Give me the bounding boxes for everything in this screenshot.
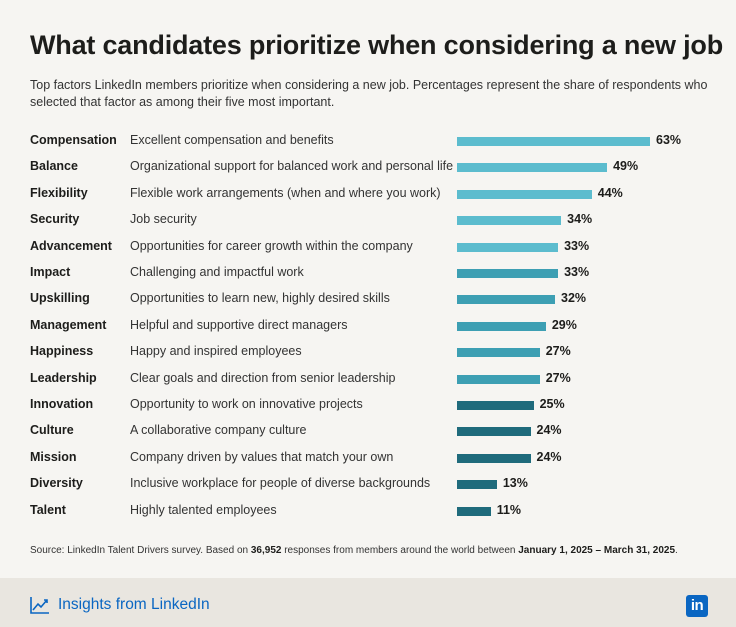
- category-description: Happy and inspired employees: [130, 344, 302, 359]
- value-label: 24%: [536, 449, 562, 464]
- category-description: A collaborative company culture: [130, 423, 307, 438]
- trend-chart-icon: [30, 597, 49, 614]
- category-label: Security: [30, 212, 80, 227]
- value-label: 33%: [564, 265, 590, 279]
- bar: [457, 427, 531, 437]
- bar-chart: Compensation Excellent compensation and b…: [0, 128, 736, 528]
- category-label: Talent: [30, 502, 66, 517]
- category-label: Balance: [30, 159, 78, 174]
- category-label: Advancement: [30, 238, 112, 253]
- chart-row: Security Job security 34%: [0, 207, 736, 233]
- chart-row: Management Helpful and supportive direct …: [0, 313, 736, 339]
- value-label: 32%: [561, 291, 587, 306]
- category-description: Organizational support for balanced work…: [130, 159, 454, 174]
- brand[interactable]: Insights from LinkedIn: [30, 595, 210, 615]
- bar: [457, 453, 531, 463]
- chart-subtitle: Top factors LinkedIn members prioritize …: [30, 78, 708, 109]
- bar: [457, 269, 559, 278]
- source-suffix: .: [675, 545, 678, 556]
- category-description: Inclusive workplace for people of divers…: [130, 476, 431, 491]
- source-note: Source: LinkedIn Talent Drivers survey. …: [30, 545, 678, 556]
- category-description: Challenging and impactful work: [130, 265, 304, 279]
- category-description: Flexible work arrangements (when and whe…: [130, 185, 441, 200]
- value-label: 34%: [567, 212, 593, 227]
- value-label: 29%: [551, 317, 577, 332]
- chart-row: Culture A collaborative company culture 24…: [0, 418, 736, 444]
- category-description: Opportunity to work on innovative projec…: [130, 397, 363, 411]
- category-label: Happiness: [30, 344, 94, 359]
- value-label: 44%: [597, 185, 623, 200]
- source-middle: responses from members around the world …: [281, 545, 519, 556]
- chart-row: Diversity Inclusive workplace for people …: [0, 471, 736, 497]
- chart-row: Innovation Opportunity to work on innovat…: [0, 392, 736, 418]
- category-description: Opportunities to learn new, highly desir…: [130, 291, 390, 306]
- source-count: 36,952: [250, 545, 282, 556]
- category-description: Clear goals and direction from senior le…: [130, 370, 396, 385]
- footer: Insights from LinkedIn in: [0, 578, 736, 627]
- category-label: Mission: [30, 449, 77, 464]
- bar: [457, 216, 562, 226]
- value-label: 33%: [564, 238, 590, 253]
- category-label: Leadership: [30, 370, 97, 385]
- category-label: Diversity: [30, 476, 83, 491]
- category-label: Innovation: [30, 397, 94, 411]
- category-label: Compensation: [30, 133, 117, 147]
- chart-row: Balance Organizational support for balanc…: [0, 154, 736, 180]
- category-description: Highly talented employees: [130, 502, 277, 517]
- bar: [457, 374, 540, 384]
- bar: [457, 401, 534, 410]
- category-label: Flexibility: [30, 185, 88, 200]
- chart-title: What candidates prioritize when consider…: [30, 30, 723, 60]
- chart-row: Upskilling Opportunities to learn new, hi…: [0, 286, 736, 312]
- category-description: Company driven by values that match your…: [130, 449, 394, 464]
- category-description: Opportunities for career growth within t…: [130, 238, 413, 253]
- source-range: January 1, 2025 – March 31, 2025: [518, 545, 676, 556]
- bar: [457, 480, 497, 490]
- chart-row: Talent Highly talented employees 11%: [0, 498, 736, 524]
- chart-row: Leadership Clear goals and direction from…: [0, 366, 736, 392]
- category-description: Helpful and supportive direct managers: [130, 317, 348, 332]
- value-label: 25%: [539, 397, 565, 411]
- bar: [457, 321, 546, 331]
- chart-row: Compensation Excellent compensation and b…: [0, 128, 736, 154]
- bar: [457, 348, 540, 358]
- chart-row: Flexibility Flexible work arrangements (w…: [0, 181, 736, 207]
- bar: [457, 163, 608, 173]
- value-label: 11%: [496, 502, 522, 517]
- bar: [457, 295, 556, 305]
- bar: [457, 137, 650, 146]
- linkedin-logo[interactable]: in: [686, 595, 708, 617]
- chart-row: Impact Challenging and impactful work 33%: [0, 260, 736, 286]
- bar: [457, 189, 592, 199]
- chart-row: Mission Company driven by values that mat…: [0, 445, 736, 471]
- category-description: Excellent compensation and benefits: [130, 133, 334, 147]
- category-description: Job security: [130, 212, 197, 227]
- value-label: 27%: [545, 370, 571, 385]
- brand-text: Insights from LinkedIn: [58, 596, 210, 613]
- category-label: Impact: [30, 265, 71, 279]
- bar: [457, 506, 491, 516]
- chart-row: Happiness Happy and inspired employees 27%: [0, 339, 736, 365]
- value-label: 13%: [502, 476, 528, 491]
- value-label: 49%: [613, 159, 639, 174]
- value-label: 24%: [536, 423, 562, 438]
- value-label: 27%: [545, 344, 571, 359]
- source-prefix: Source: LinkedIn Talent Drivers survey. …: [30, 545, 251, 556]
- chart-row: Advancement Opportunities for career grow…: [0, 234, 736, 260]
- category-label: Upskilling: [30, 291, 90, 306]
- bar: [457, 242, 559, 252]
- category-label: Management: [30, 317, 107, 332]
- category-label: Culture: [30, 423, 74, 438]
- value-label: 63%: [656, 133, 682, 147]
